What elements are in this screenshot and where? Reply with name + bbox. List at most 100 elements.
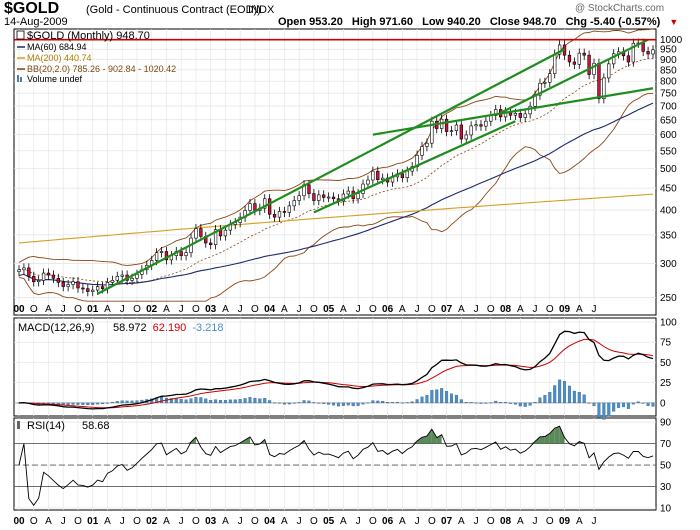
bottom-x-tick-label: 07 xyxy=(441,516,453,527)
low-value: Low 940.20 xyxy=(422,16,481,28)
macd-histogram-bar xyxy=(484,402,488,404)
price-x-tick-label: A xyxy=(104,304,111,315)
uptrend-line-4 xyxy=(500,38,649,114)
price-x-tick-label: J xyxy=(474,304,479,315)
macd-histogram-bar xyxy=(346,402,350,406)
candle-up xyxy=(194,228,198,239)
macd-histogram-bar xyxy=(548,391,552,404)
candle-up xyxy=(464,134,468,140)
macd-signal-line xyxy=(19,338,654,409)
price-y-tick-label: 650 xyxy=(660,115,677,126)
macd-histogram-bar xyxy=(386,402,390,404)
x-axis-labels: 0000OOAAJJOO0101AAJJOO0202AAJJOO0303AAJJ… xyxy=(13,304,596,527)
date-label: 14-Aug-2009 xyxy=(4,16,68,28)
macd-histogram-bar xyxy=(563,381,567,404)
candle-down xyxy=(81,287,85,290)
candle-down xyxy=(376,170,380,180)
candle-down xyxy=(626,55,631,63)
candle-up xyxy=(22,267,26,271)
price-x-tick-label: A xyxy=(517,304,524,315)
bottom-x-tick-label: 02 xyxy=(146,516,158,527)
macd-histogram-bar xyxy=(233,399,237,404)
bottom-x-tick-label: A xyxy=(576,516,583,527)
bottom-x-tick-label: 06 xyxy=(382,516,394,527)
price-y-tick-label: 900 xyxy=(660,55,677,66)
rsi-label: RSI(14) xyxy=(27,420,65,432)
price-panel-frame xyxy=(13,28,657,316)
price-x-tick-label: O xyxy=(192,304,200,315)
candle-down xyxy=(587,54,591,75)
watermark: @ StockCharts.com xyxy=(575,3,665,14)
macd-histogram-bar xyxy=(292,402,296,404)
price-x-tick-label: J xyxy=(533,304,538,315)
rsi-overbought-fill xyxy=(559,426,565,444)
candle-up xyxy=(37,280,41,283)
candle-up xyxy=(371,170,375,181)
macd-histogram-bar xyxy=(101,402,105,405)
macd-histogram-bar xyxy=(268,400,272,404)
candle-down xyxy=(322,194,326,198)
rsi-overbought-fill xyxy=(554,426,560,444)
macd-histogram-bar xyxy=(115,401,119,404)
candle-up xyxy=(607,63,611,79)
macd-histogram-bar xyxy=(597,402,601,418)
candle-up xyxy=(287,205,291,213)
bottom-x-tick-label: J xyxy=(415,516,420,527)
candle-legend-icon xyxy=(16,30,25,40)
macd-histogram-bar xyxy=(454,394,458,404)
macd-histogram-bar xyxy=(277,402,281,404)
bottom-x-tick-label: J xyxy=(533,516,538,527)
macd-label: MACD(12,26,9) xyxy=(18,322,94,334)
candle-down xyxy=(459,124,463,140)
candle-up xyxy=(430,120,434,144)
candle-down xyxy=(282,211,287,213)
macd-histogram-bar xyxy=(332,402,336,406)
bottom-x-tick-label: 09 xyxy=(559,516,571,527)
macd-histogram-bar xyxy=(400,402,404,404)
macd-histogram-bar xyxy=(602,402,606,420)
rsi-overbought-fill xyxy=(539,436,545,444)
macd-lines xyxy=(17,330,655,420)
bottom-x-tick-label: A xyxy=(281,516,288,527)
candle-down xyxy=(199,228,203,237)
candle-down xyxy=(646,51,650,55)
macd-histogram-bar xyxy=(572,390,576,404)
macd-histogram-bar xyxy=(538,397,542,404)
candle-up xyxy=(474,124,478,127)
bottom-x-tick-label: O xyxy=(192,516,200,527)
price-y-tick-label: 750 xyxy=(660,89,677,100)
candle-up xyxy=(17,269,21,272)
macd-histogram-bar xyxy=(469,402,473,404)
candle-up xyxy=(356,193,360,200)
price-x-tick-label: J xyxy=(238,304,243,315)
macd-histogram-bar xyxy=(543,395,547,404)
macd-histogram-bar xyxy=(91,402,95,405)
bottom-x-tick-label: O xyxy=(428,516,436,527)
price-x-tick-label: O xyxy=(251,304,259,315)
candle-up xyxy=(420,146,424,156)
bottom-x-tick-label: 00 xyxy=(13,516,25,527)
down-arrow-icon: ▼ xyxy=(669,17,679,27)
price-x-tick-label: A xyxy=(399,304,406,315)
macd-histogram-bar xyxy=(631,402,635,405)
macd-histogram-bar xyxy=(523,402,527,407)
candle-up xyxy=(135,274,139,279)
macd-panel-frame xyxy=(13,317,657,417)
bottom-x-tick-label: J xyxy=(61,516,66,527)
candle-up xyxy=(548,73,552,83)
macd-histogram-bar xyxy=(494,400,498,404)
macd-histogram-bar xyxy=(528,402,532,406)
macd-y-tick-label: 0 xyxy=(660,398,666,409)
rsi-overbought-fill xyxy=(426,429,432,444)
macd-histogram-bar xyxy=(96,402,100,405)
candle-down xyxy=(253,203,257,211)
candle-up xyxy=(184,252,188,256)
symbol-name: (Gold - Continuous Contract (EOD)) xyxy=(86,4,261,16)
rsi-line xyxy=(18,425,654,507)
legend-ma60: MA(60) 684.94 xyxy=(27,42,87,52)
price-y-tick-label: 400 xyxy=(660,206,677,217)
candle-up xyxy=(213,229,218,245)
price-x-tick-label: 03 xyxy=(205,304,217,315)
macd-histogram-bar xyxy=(518,402,522,407)
candles xyxy=(17,38,655,297)
